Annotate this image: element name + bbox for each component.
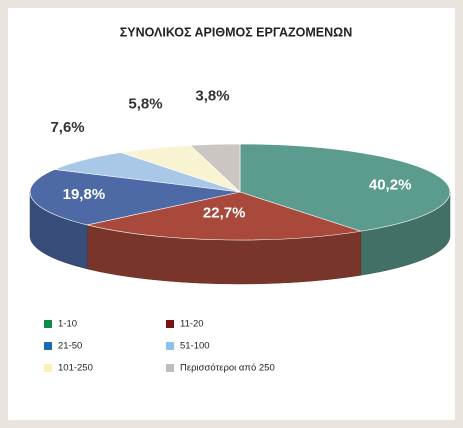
- slice: [239, 143, 451, 232]
- legend-swatch: [166, 342, 174, 350]
- slice: [189, 143, 241, 193]
- slice: [87, 191, 361, 241]
- legend-label: Περισσότεροι από 250: [180, 363, 275, 374]
- legend-label: 1-10: [58, 319, 77, 330]
- legend-label: 11-20: [180, 319, 204, 330]
- legend-label: 101-250: [58, 363, 93, 374]
- slice: [53, 152, 241, 193]
- legend-swatch: [44, 342, 52, 350]
- legend-label: 21-50: [58, 341, 82, 352]
- data-label: 7,6%: [50, 119, 84, 136]
- data-label: 19,8%: [63, 186, 106, 203]
- legend-swatch: [166, 364, 174, 372]
- chart-title: ΣΥΝΟΛΙΚΟΣ ΑΡΙΘΜΟΣ ΕΡΓΑΖΟΜΕΝΩΝ: [120, 25, 352, 39]
- data-label: 5,8%: [128, 95, 162, 112]
- slice: [29, 169, 241, 226]
- legend-swatch: [166, 320, 174, 328]
- legend-label: 51-100: [180, 341, 210, 352]
- data-label: 40,2%: [369, 176, 412, 193]
- data-label: 3,8%: [195, 88, 229, 105]
- legend-swatch: [44, 364, 52, 372]
- legend-swatch: [44, 320, 52, 328]
- data-label: 22,7%: [203, 204, 246, 221]
